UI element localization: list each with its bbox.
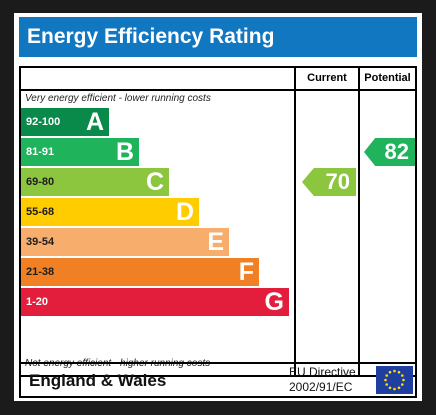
band-range: 81-91 (26, 146, 55, 158)
eu-star-icon (388, 386, 392, 390)
band-letter: G (264, 288, 284, 316)
band-letter: E (207, 228, 224, 256)
potential-column-header: Potential (364, 72, 411, 84)
eu-star-icon (385, 383, 389, 386)
eu-star-icon (402, 378, 405, 382)
band-a: 92-100 A (21, 108, 109, 136)
eu-star-icon (384, 378, 387, 382)
footer: England & Wales EU Directive 2002/91/EC (19, 362, 417, 398)
column-divider-potential (358, 68, 360, 375)
band-range: 21-38 (26, 266, 55, 278)
eu-star-icon (397, 386, 401, 390)
potential-rating-arrow: 82 (364, 138, 415, 166)
band-letter: D (175, 198, 194, 226)
eu-star-icon (393, 387, 396, 391)
band-range: 55-68 (26, 206, 55, 218)
directive-line-1: EU Directive (289, 365, 356, 379)
band-range: 69-80 (26, 176, 55, 188)
directive-line-2: 2002/91/EC (289, 380, 353, 394)
header-divider (21, 89, 415, 91)
eu-star-icon (397, 370, 401, 374)
band-c: 69-80 C (21, 168, 169, 196)
band-letter: F (238, 258, 254, 286)
eu-star-icon (393, 369, 396, 373)
region-label: England & Wales (29, 371, 167, 390)
eu-star-icon (400, 383, 404, 386)
potential-rating-value: 82 (384, 139, 409, 164)
band-letter: B (115, 138, 134, 166)
band-letter: A (85, 108, 104, 136)
current-rating-value: 70 (325, 169, 350, 194)
band-d: 55-68 D (21, 198, 199, 226)
eu-directive: EU Directive 2002/91/EC (289, 365, 356, 395)
band-range: 39-54 (26, 236, 55, 248)
band-range: 1-20 (26, 296, 49, 308)
band-range: 92-100 (26, 116, 61, 128)
efficient-note: Very energy efficient - lower running co… (25, 93, 211, 104)
band-f: 21-38 F (21, 258, 259, 286)
band-letter: C (145, 168, 164, 196)
chart-title: Energy Efficiency Rating (19, 17, 417, 57)
eu-star-icon (388, 370, 392, 374)
current-rating-arrow: 70 (302, 168, 356, 196)
eu-star-icon (400, 374, 404, 377)
current-column-header: Current (307, 72, 347, 84)
band-b: 81-91 B (21, 138, 139, 166)
band-e: 39-54 E (21, 228, 229, 256)
energy-rating-panel: Energy Efficiency Rating Current Potenti… (14, 13, 422, 401)
eu-star-icon (385, 374, 389, 377)
column-divider-current (294, 68, 296, 375)
band-g: 1-20 G (21, 288, 289, 316)
eu-flag-icon (376, 366, 413, 394)
rating-chart: Current Potential Very energy efficient … (19, 66, 417, 377)
